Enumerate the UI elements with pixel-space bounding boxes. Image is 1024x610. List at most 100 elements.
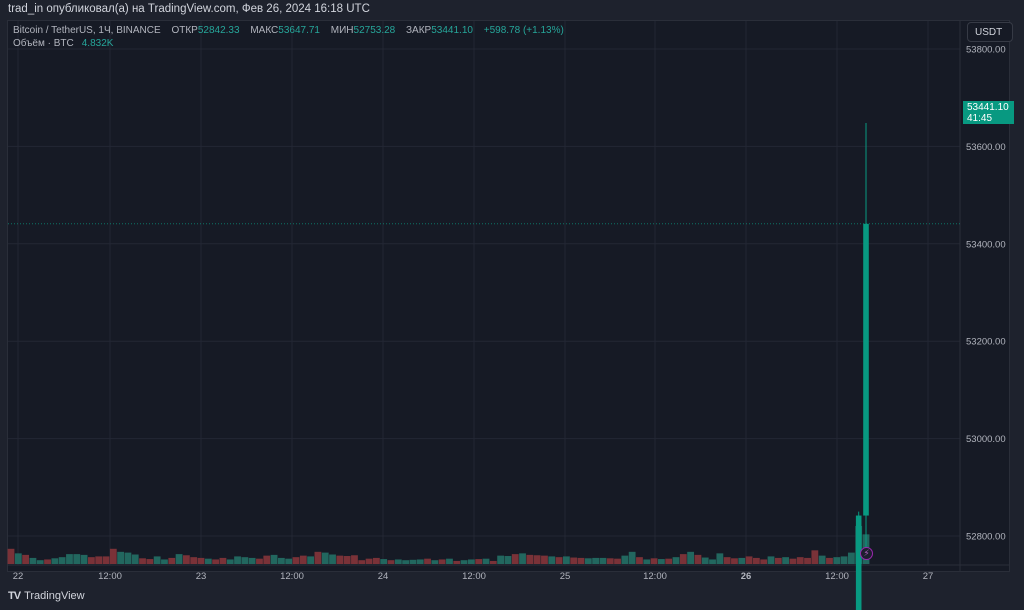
volume-bar: [796, 557, 804, 564]
volume-bar: [14, 553, 22, 564]
symbol-title[interactable]: Bitcoin / TetherUS, 1Ч, BINANCE: [13, 25, 161, 36]
low-label: МИН: [330, 25, 354, 36]
volume-bar: [248, 557, 256, 564]
volume-bar: [467, 559, 475, 564]
lightning-icon[interactable]: ⚡: [860, 547, 873, 560]
volume-bar: [489, 560, 497, 564]
volume-bar: [66, 554, 73, 564]
last-price-tag: 53441.10 41:45: [963, 101, 1014, 124]
price-tick-label: 53400.00: [966, 239, 1006, 250]
volume-bar: [431, 560, 439, 564]
volume-label[interactable]: Объём · BTC: [13, 38, 74, 49]
volume-bar: [44, 559, 51, 564]
volume-bar: [840, 556, 848, 564]
volume-bar: [570, 557, 578, 564]
volume-bar: [416, 559, 424, 564]
volume-row: Объём · BTC 4.832K: [13, 37, 564, 50]
volume-bar: [716, 553, 724, 564]
volume-bar: [833, 557, 841, 564]
close-value: 53441.10: [431, 25, 473, 36]
volume-bar: [804, 557, 811, 564]
time-tick-label: 12:00: [643, 571, 667, 582]
volume-bar: [497, 555, 505, 564]
open-label: ОТКР: [171, 25, 198, 36]
price-tick-label: 53200.00: [966, 337, 1006, 348]
open-value: 52842.33: [197, 25, 240, 36]
volume-bar: [760, 559, 768, 564]
volume-bar: [475, 559, 483, 564]
candle-body: [855, 515, 862, 610]
volume-bar: [482, 558, 490, 564]
volume-bar: [519, 553, 526, 564]
volume-bar: [365, 558, 373, 564]
volume-bar: [592, 557, 600, 564]
volume-bar: [504, 556, 512, 564]
volume-bar: [650, 558, 658, 564]
volume-bar: [263, 555, 271, 564]
volume-bar: [555, 557, 563, 564]
volume-bar: [774, 557, 782, 564]
volume-bar: [701, 557, 709, 564]
volume-bar: [314, 551, 322, 564]
chart-legend: Bitcoin / TetherUS, 1Ч, BINANCE ОТКР5284…: [13, 24, 564, 50]
volume-bar: [636, 557, 643, 564]
volume-bar: [453, 560, 461, 564]
volume-bar: [818, 555, 826, 564]
volume-bar: [153, 556, 161, 564]
volume-bar: [657, 559, 665, 564]
volume-bar: [614, 558, 621, 564]
price-tick-label: 52800.00: [966, 532, 1006, 543]
currency-button[interactable]: USDT: [967, 22, 1013, 42]
time-tick-label: 22: [13, 571, 24, 582]
volume-bar: [438, 559, 446, 564]
high-label: МАКС: [250, 25, 279, 36]
volume-bar: [541, 555, 548, 564]
volume-bar: [599, 557, 607, 564]
volume-bar: [285, 558, 293, 564]
volume-bar: [241, 557, 249, 564]
volume-bar: [394, 559, 402, 564]
volume-bar: [811, 550, 819, 564]
volume-bar: [95, 556, 103, 564]
volume-bar: [329, 554, 336, 564]
candle-body: [863, 223, 869, 516]
volume-bar: [402, 560, 410, 564]
volume-bar: [197, 557, 205, 564]
volume-bar: [789, 558, 797, 564]
volume-bar: [767, 556, 775, 564]
footer-branding: TV TradingView: [8, 590, 85, 602]
volume-bar: [175, 554, 183, 564]
volume-value: 4.832K: [81, 38, 114, 49]
volume-bar: [7, 548, 15, 564]
volume-bar: [351, 555, 358, 564]
volume-bar: [58, 557, 66, 564]
volume-bar: [36, 560, 44, 564]
volume-bar: [562, 556, 570, 564]
volume-bar: [387, 560, 395, 564]
volume-bar: [131, 554, 139, 564]
volume-bar: [584, 558, 592, 564]
volume-bar: [51, 558, 59, 564]
volume-bar: [548, 556, 556, 564]
time-tick-label: 24: [378, 571, 389, 582]
volume-bar: [424, 558, 431, 564]
volume-bar: [117, 551, 125, 564]
volume-bar: [292, 557, 300, 564]
volume-bar: [73, 554, 81, 564]
price-tick-label: 53800.00: [966, 45, 1006, 56]
chart-pane[interactable]: [7, 20, 1010, 572]
volume-bar: [270, 554, 278, 564]
time-tick-label: 25: [560, 571, 571, 582]
volume-bar: [380, 559, 388, 564]
volume-bar: [256, 558, 263, 564]
high-value: 53647.71: [278, 25, 320, 36]
close-label: ЗАКР: [406, 25, 432, 36]
volume-bar: [299, 555, 307, 564]
volume-bar: [372, 557, 380, 564]
low-value: 52753.28: [353, 25, 396, 36]
volume-bar: [847, 552, 855, 564]
volume-bar: [606, 558, 614, 564]
volume-bar: [139, 558, 146, 564]
volume-bar: [709, 559, 716, 564]
